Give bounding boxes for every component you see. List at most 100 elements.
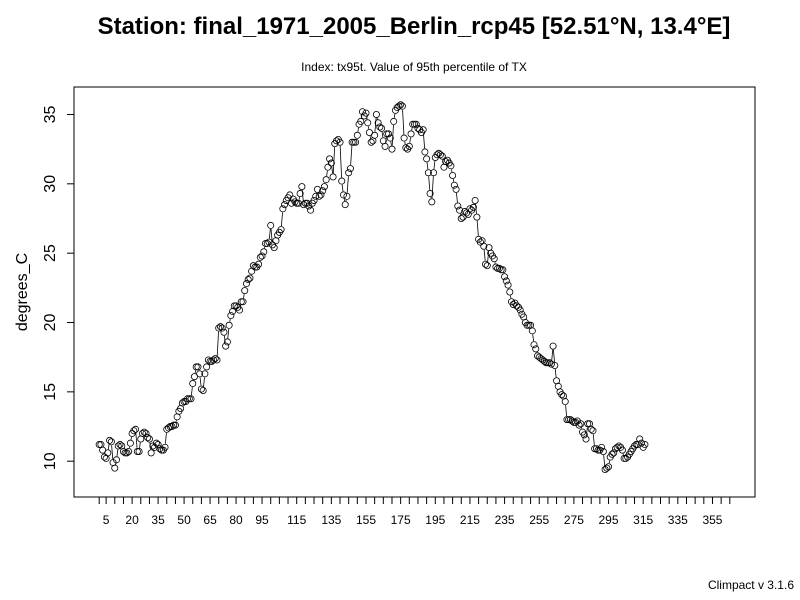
data-point: [525, 321, 533, 329]
data-point: [267, 221, 275, 229]
series-line-segment: [431, 176, 434, 199]
data-point: [610, 449, 618, 457]
data-point: [577, 420, 585, 428]
series-line-segment: [346, 176, 349, 193]
data-point: [244, 276, 252, 284]
data-point: [350, 138, 358, 146]
data-point: [397, 101, 405, 109]
data-point: [424, 169, 432, 177]
data-point: [608, 450, 616, 458]
x-tick-label: 155: [356, 513, 376, 527]
data-point: [450, 181, 458, 189]
data-point: [104, 449, 112, 457]
series-line-segment: [428, 176, 431, 190]
x-tick-label: 315: [633, 513, 653, 527]
data-point: [125, 447, 133, 455]
series-line-segment: [603, 455, 606, 466]
series-line-segment: [532, 334, 534, 342]
data-point: [409, 120, 417, 128]
data-point: [598, 443, 606, 451]
series-line-segment: [216, 331, 219, 357]
x-tick-label: 5: [103, 513, 110, 527]
series-line-segment: [326, 170, 328, 177]
data-point: [407, 130, 415, 138]
data-point: [133, 447, 141, 455]
data-point: [532, 345, 540, 353]
series-line-segment: [111, 445, 114, 460]
data-point: [563, 416, 571, 424]
data-point: [341, 201, 349, 209]
y-tick-label: 15: [42, 383, 59, 401]
data-point: [161, 443, 169, 451]
data-point: [260, 248, 268, 256]
y-tick-label: 35: [42, 105, 59, 123]
x-tick-label: 50: [177, 513, 191, 527]
data-point: [551, 361, 559, 369]
series-line-segment: [409, 137, 411, 143]
data-point: [140, 428, 148, 436]
data-point: [204, 356, 212, 364]
data-point: [201, 370, 209, 378]
data-point: [506, 288, 514, 296]
series-line-segment: [199, 377, 202, 386]
data-point: [263, 239, 271, 247]
data-point: [152, 439, 160, 447]
data-point: [482, 260, 490, 268]
data-point: [111, 464, 119, 472]
data-point: [296, 190, 304, 198]
data-point: [196, 370, 204, 378]
data-point: [319, 187, 327, 195]
data-point: [326, 155, 334, 163]
data-point: [194, 363, 202, 371]
data-point: [469, 203, 477, 211]
data-point: [428, 198, 436, 206]
data-point: [452, 185, 460, 193]
data-point: [575, 421, 583, 429]
data-point: [95, 441, 103, 449]
data-point: [620, 454, 628, 462]
series-line-segment: [227, 328, 230, 339]
data-point: [113, 456, 121, 464]
data-point: [352, 138, 360, 146]
series-line-segment: [332, 147, 336, 174]
data-point: [591, 445, 599, 453]
data-point: [419, 126, 427, 134]
series-line-segment: [483, 249, 486, 261]
data-point: [558, 391, 566, 399]
data-point: [339, 191, 347, 199]
y-tick-label: 25: [42, 244, 59, 262]
data-point: [582, 435, 590, 443]
data-point: [227, 312, 235, 320]
data-point: [310, 196, 318, 204]
data-point: [426, 190, 434, 198]
data-point: [287, 199, 295, 207]
data-point: [364, 119, 372, 127]
data-point: [211, 355, 219, 363]
data-point: [312, 192, 320, 200]
data-point: [480, 242, 488, 250]
data-point: [513, 302, 521, 310]
series-line-segment: [586, 427, 588, 436]
data-point: [189, 380, 197, 388]
data-point: [294, 199, 302, 207]
data-point: [293, 199, 301, 207]
data-point: [237, 298, 245, 306]
data-point: [371, 131, 379, 139]
data-point: [367, 138, 375, 146]
series-line-segment: [426, 162, 429, 170]
data-point: [255, 260, 263, 268]
series-line-segment: [135, 432, 138, 448]
series-line-segment: [551, 349, 554, 361]
data-point: [178, 399, 186, 407]
x-tick-label: 195: [425, 513, 445, 527]
data-point: [119, 447, 127, 455]
y-axis-label: degrees_C: [14, 253, 31, 331]
data-point: [210, 356, 218, 364]
data-point: [262, 239, 270, 247]
data-point: [423, 155, 431, 163]
data-point: [421, 148, 429, 156]
data-point: [631, 442, 639, 450]
data-point: [126, 439, 134, 447]
x-tick-label: 355: [702, 513, 722, 527]
series-line-segment: [565, 405, 568, 417]
